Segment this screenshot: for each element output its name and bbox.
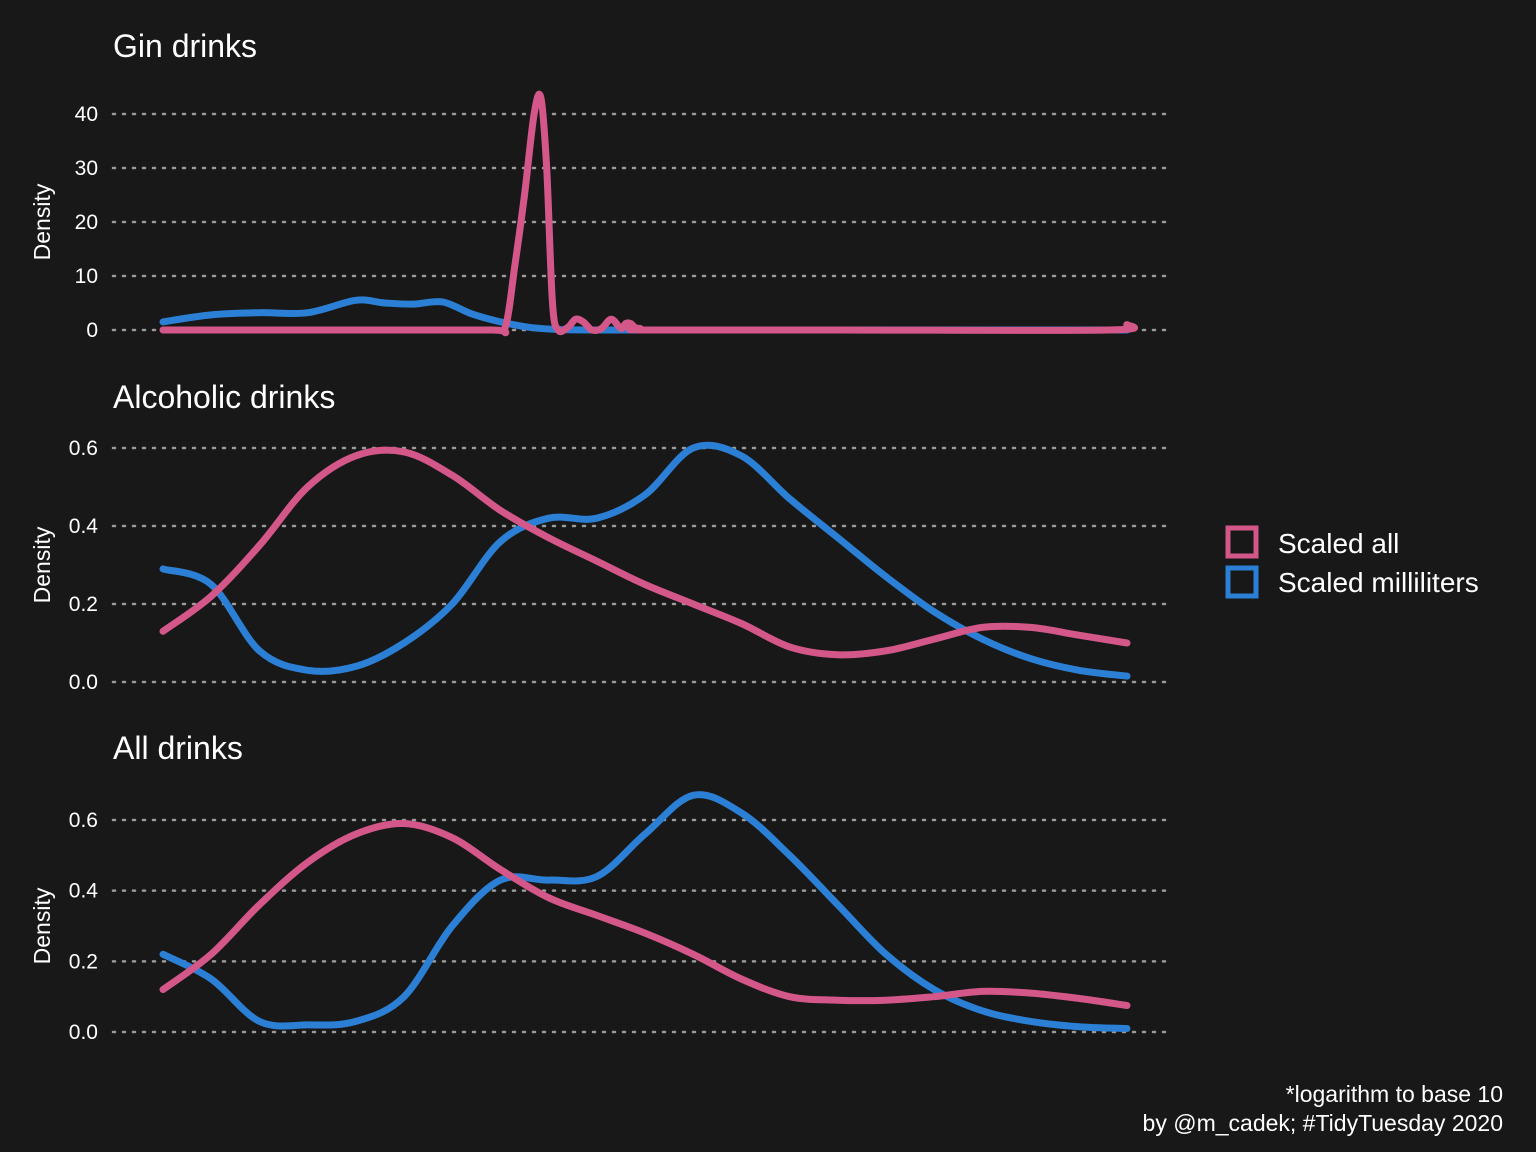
panel-gin-drinks: Gin drinks 0 10 20 30 40 Density <box>29 28 1172 342</box>
y-tick-label: 0.4 <box>69 880 99 903</box>
legend-key-scaled-milliliters <box>1225 565 1259 599</box>
panel-title: All drinks <box>113 730 243 766</box>
y-tick-label: 0.0 <box>69 671 98 694</box>
panel-title: Gin drinks <box>113 28 257 64</box>
y-tick-label: 10 <box>75 265 98 288</box>
series-line-scaled-all <box>159 819 1131 1009</box>
series-line-scaled-all <box>159 446 1131 659</box>
y-tick-label: 0.4 <box>69 515 99 538</box>
y-tick-label: 0.0 <box>69 1021 98 1044</box>
series-line-scaled-milliliters <box>159 791 1131 1032</box>
panel-title: Alcoholic drinks <box>113 379 335 415</box>
legend: Scaled all Scaled milliliters <box>1225 525 1479 599</box>
series-line-scaled-milliliters <box>159 296 1131 334</box>
y-tick-label: 0 <box>86 319 98 342</box>
y-tick-label: 40 <box>75 103 98 126</box>
series-line-scaled-milliliters <box>159 441 1131 680</box>
y-tick-label: 0.2 <box>69 950 98 973</box>
y-axis-title: Density <box>29 887 55 964</box>
series-line-scaled-all <box>159 90 1138 337</box>
y-axis-title: Density <box>29 526 55 603</box>
legend-label-scaled-all: Scaled all <box>1278 528 1399 559</box>
y-tick-label: 0.6 <box>69 809 98 832</box>
panel-all-drinks: All drinks 0.0 0.2 0.4 0.6 Density <box>29 730 1172 1044</box>
y-axis-title: Density <box>29 183 55 260</box>
legend-key-scaled-all <box>1225 525 1259 559</box>
y-tick-label: 30 <box>75 157 98 180</box>
panel-alcoholic-drinks: Alcoholic drinks 0.0 0.2 0.4 0.6 Density <box>29 379 1172 694</box>
y-tick-label: 0.6 <box>69 437 98 460</box>
legend-label-scaled-milliliters: Scaled milliliters <box>1278 567 1479 598</box>
caption-credit: by @m_cadek; #TidyTuesday 2020 <box>1143 1110 1503 1136</box>
caption-log-note: *logarithm to base 10 <box>1286 1081 1503 1107</box>
y-tick-label: 20 <box>75 211 98 234</box>
y-tick-label: 0.2 <box>69 593 98 616</box>
